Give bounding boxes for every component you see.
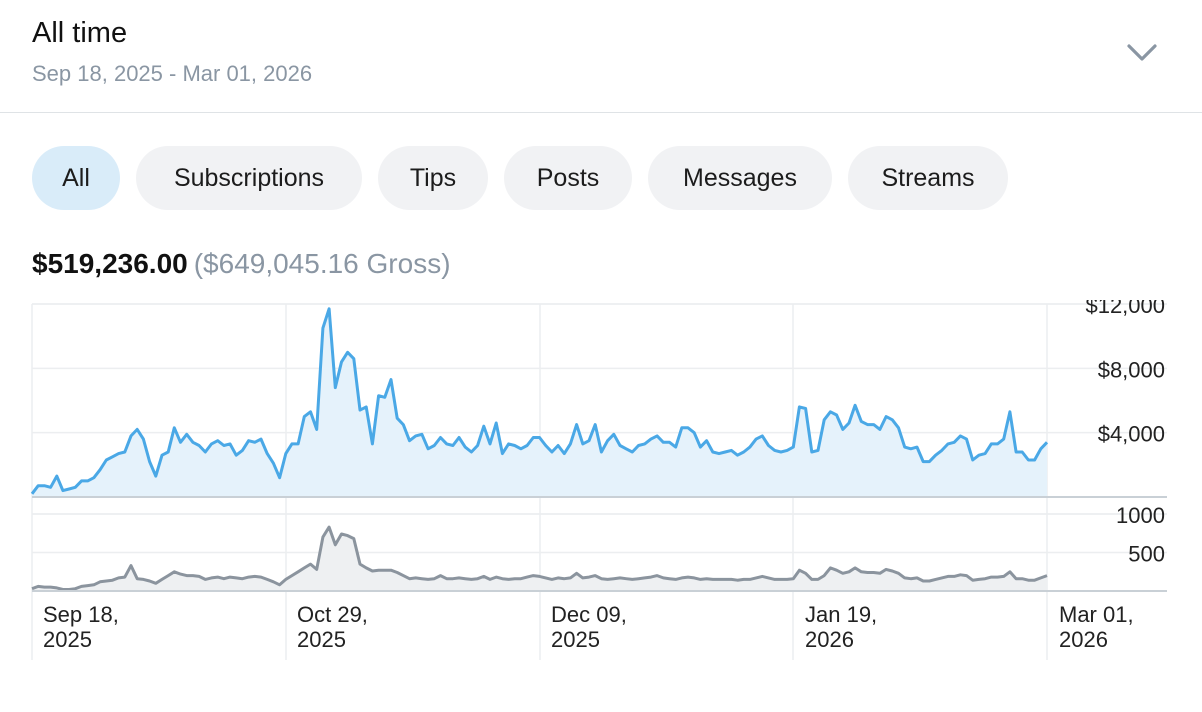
earnings-tick-label: $12,000 bbox=[1085, 300, 1165, 318]
counts-tick-label: 1000 bbox=[1116, 503, 1165, 528]
earnings-tick-label: $4,000 bbox=[1098, 422, 1165, 447]
range-dates: Sep 18, 2025 - Mar 01, 2026 bbox=[32, 61, 313, 86]
x-tick-label: Mar 01, 2026 bbox=[1059, 602, 1134, 652]
net-total: $519,236.00 bbox=[32, 248, 188, 279]
filter-posts[interactable]: Posts bbox=[504, 146, 632, 210]
filter-tips[interactable]: Tips bbox=[378, 146, 488, 210]
counts-area bbox=[32, 527, 1047, 591]
counts-tick-label: 500 bbox=[1128, 542, 1165, 567]
filter-streams[interactable]: Streams bbox=[848, 146, 1008, 210]
filter-tabs: All Subscriptions Tips Posts Messages St… bbox=[32, 146, 1024, 210]
counts-line bbox=[31, 525, 1048, 591]
x-tick-label: Oct 29, 2025 bbox=[297, 602, 368, 652]
gross-total: ($649,045.16 Gross) bbox=[193, 248, 451, 279]
earnings-chart[interactable]: $12,000 $8,000 $4,000 1000 500 Sep 18, 2025 Oct… bbox=[0, 300, 1202, 662]
x-tick-label: Jan 19, 2026 bbox=[805, 602, 877, 652]
earnings-area bbox=[32, 308, 1047, 497]
date-range-header[interactable]: All time Sep 18, 2025 - Mar 01, 2026 bbox=[0, 0, 1202, 113]
earnings-line bbox=[30, 307, 1049, 495]
x-tick-label: Dec 09, 2025 bbox=[551, 602, 627, 652]
filter-subscriptions[interactable]: Subscriptions bbox=[136, 146, 362, 210]
filter-messages[interactable]: Messages bbox=[648, 146, 832, 210]
range-title: All time bbox=[32, 17, 128, 49]
chevron-down-icon[interactable] bbox=[1120, 36, 1164, 70]
earnings-total: $519,236.00 ($649,045.16 Gross) bbox=[32, 248, 451, 280]
earnings-tick-label: $8,000 bbox=[1098, 357, 1165, 382]
x-tick-label: Sep 18, 2025 bbox=[43, 602, 119, 652]
filter-all[interactable]: All bbox=[32, 146, 120, 210]
